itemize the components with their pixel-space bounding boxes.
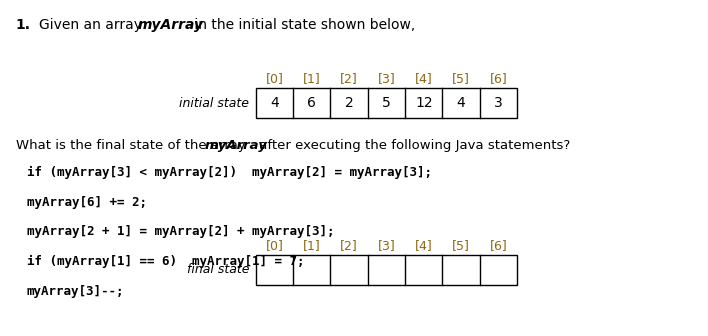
Text: [2]: [2] bbox=[341, 239, 358, 252]
Text: myArray[3]--;: myArray[3]--; bbox=[27, 285, 125, 298]
Bar bbox=[256, 88, 517, 118]
Text: [5]: [5] bbox=[452, 239, 470, 252]
Text: 6: 6 bbox=[307, 96, 316, 110]
Text: 1.: 1. bbox=[16, 18, 30, 33]
Text: myArray[2 + 1] = myArray[2] + myArray[3];: myArray[2 + 1] = myArray[2] + myArray[3]… bbox=[27, 225, 334, 239]
Text: 4: 4 bbox=[270, 96, 279, 110]
Text: [4]: [4] bbox=[415, 72, 433, 85]
Text: [1]: [1] bbox=[303, 239, 321, 252]
Text: 4: 4 bbox=[457, 96, 465, 110]
Text: myArray[6] += 2;: myArray[6] += 2; bbox=[27, 196, 147, 209]
Text: 12: 12 bbox=[415, 96, 433, 110]
Bar bbox=[256, 255, 517, 285]
Text: 5: 5 bbox=[382, 96, 391, 110]
Text: if (myArray[3] < myArray[2])  myArray[2] = myArray[3];: if (myArray[3] < myArray[2]) myArray[2] … bbox=[27, 166, 432, 179]
Text: 3: 3 bbox=[494, 96, 503, 110]
Text: myArray: myArray bbox=[138, 18, 204, 33]
Text: 2: 2 bbox=[345, 96, 353, 110]
Text: myArray: myArray bbox=[205, 139, 268, 153]
Text: [0]: [0] bbox=[266, 239, 283, 252]
Text: [6]: [6] bbox=[489, 239, 507, 252]
Text: [6]: [6] bbox=[489, 72, 507, 85]
Text: [3]: [3] bbox=[377, 239, 395, 252]
Text: [1]: [1] bbox=[303, 72, 321, 85]
Text: What is the final state of the array: What is the final state of the array bbox=[16, 139, 250, 153]
Text: [2]: [2] bbox=[341, 72, 358, 85]
Text: if (myArray[1] == 6)  myArray[1] = 7;: if (myArray[1] == 6) myArray[1] = 7; bbox=[27, 255, 304, 268]
Text: initial state: initial state bbox=[179, 96, 249, 110]
Text: [3]: [3] bbox=[377, 72, 395, 85]
Text: final state: final state bbox=[187, 263, 249, 277]
Text: Given an array: Given an array bbox=[39, 18, 147, 33]
Text: after executing the following Java statements?: after executing the following Java state… bbox=[255, 139, 570, 153]
Text: [5]: [5] bbox=[452, 72, 470, 85]
Text: in the initial state shown below,: in the initial state shown below, bbox=[190, 18, 415, 33]
Text: [0]: [0] bbox=[266, 72, 283, 85]
Text: [4]: [4] bbox=[415, 239, 433, 252]
